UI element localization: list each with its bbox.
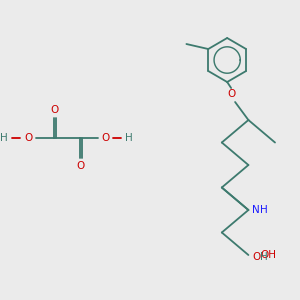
Text: O: O [101,133,110,143]
Text: N: N [253,205,260,215]
Text: H: H [260,205,268,215]
Text: H: H [260,252,268,262]
Text: O: O [51,105,59,115]
Text: O: O [24,133,32,143]
Text: H: H [125,133,133,143]
Text: O: O [76,161,85,171]
Text: H: H [0,133,8,143]
Text: O: O [252,252,260,262]
Text: O: O [227,89,235,99]
Text: OH: OH [260,250,276,260]
